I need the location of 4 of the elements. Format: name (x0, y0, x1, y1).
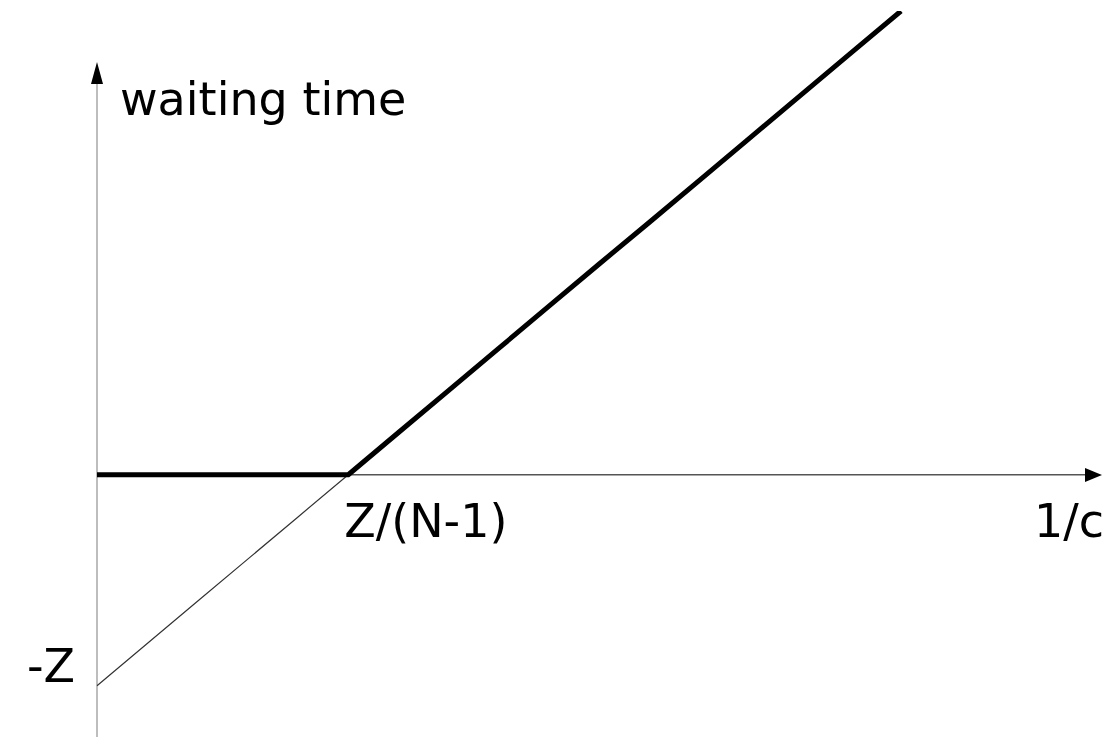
y-axis-title: waiting time (120, 72, 407, 126)
x-axis-title: 1/c (1033, 493, 1104, 548)
text: -Z (26, 638, 75, 693)
annotation: Z/(N-1) (344, 493, 508, 548)
